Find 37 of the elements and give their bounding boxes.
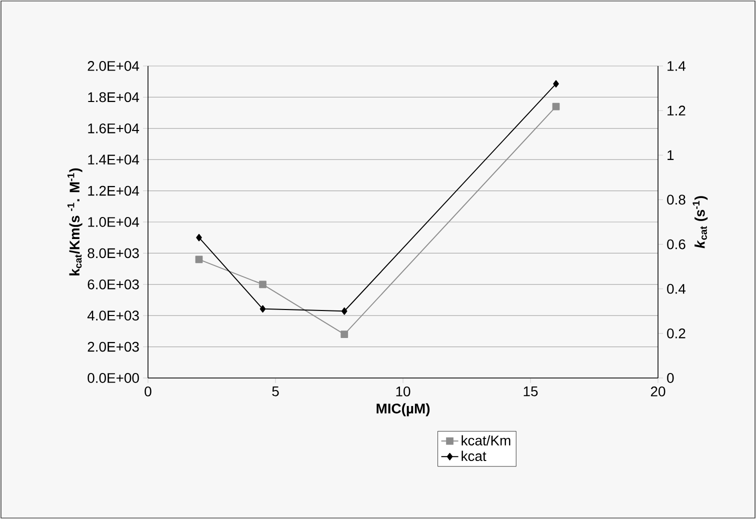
point [196,234,202,242]
point [195,256,203,264]
y-tick-label: 1.0E+04 [88,217,140,227]
point [259,280,266,288]
y-tick-label: 6.0E+03 [88,279,139,290]
point [552,102,560,110]
y-tick-label: 2.0E+04 [88,61,140,71]
y2-tick-label: 0 [667,373,674,383]
y-tick-label: 1.2E+04 [88,186,140,196]
y-tick-label: 1.6E+04 [88,123,140,134]
y2-tick-label: 0.2 [667,328,686,338]
y-axis-title: k$_{cat}$/Km(s $^{-1}$. M$^{-1}$) [67,168,82,276]
y-tick-label: 2.0E+03 [88,342,139,352]
y2-tick-label: 1.2 [668,106,686,116]
legend-label: kcat/Km [462,435,510,446]
y-tick-label: 1.8E+04 [88,92,140,102]
y-tick-label: 8.0E+03 [88,248,139,258]
x-tick-label: 15 [524,386,538,396]
y2-tick-label: 1 [668,150,674,160]
point [341,307,348,315]
point [553,80,559,88]
y2-tick-label: 1.4 [668,61,686,71]
point [340,330,348,338]
x-tick-label: 5 [272,386,279,396]
x-tick-label: 10 [396,386,410,396]
point [260,305,266,313]
x-tick-label: 20 [650,386,666,396]
y-tick-label: 4.0E+03 [87,310,139,321]
y2-tick-label: 0.4 [667,284,686,294]
x-tick-label: 0 [144,386,152,396]
y-tick-label: 0.0E+00 [88,373,139,383]
y-tick-label: 1.4E+04 [88,154,140,165]
y2-tick-label: 0.6 [667,239,686,250]
y2-axis-title: k$_{cat}$ (s$^{-1}$) [692,196,708,248]
legend-label: kcat [462,450,486,462]
x-axis-title: MIC(µM) [376,403,430,416]
y2-tick-label: 0.8 [667,194,686,205]
